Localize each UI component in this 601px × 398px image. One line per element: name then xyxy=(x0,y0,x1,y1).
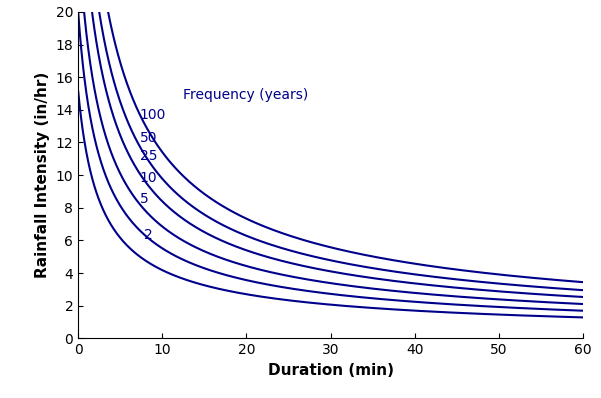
Text: 100: 100 xyxy=(139,108,166,122)
Y-axis label: Rainfall Intensity (in/hr): Rainfall Intensity (in/hr) xyxy=(35,72,50,278)
Text: 25: 25 xyxy=(139,149,157,163)
Text: 2: 2 xyxy=(144,228,153,242)
Text: 5: 5 xyxy=(139,192,148,206)
Text: 10: 10 xyxy=(139,171,157,185)
X-axis label: Duration (min): Duration (min) xyxy=(267,363,394,378)
Text: 50: 50 xyxy=(139,131,157,144)
Text: Frequency (years): Frequency (years) xyxy=(183,88,308,102)
